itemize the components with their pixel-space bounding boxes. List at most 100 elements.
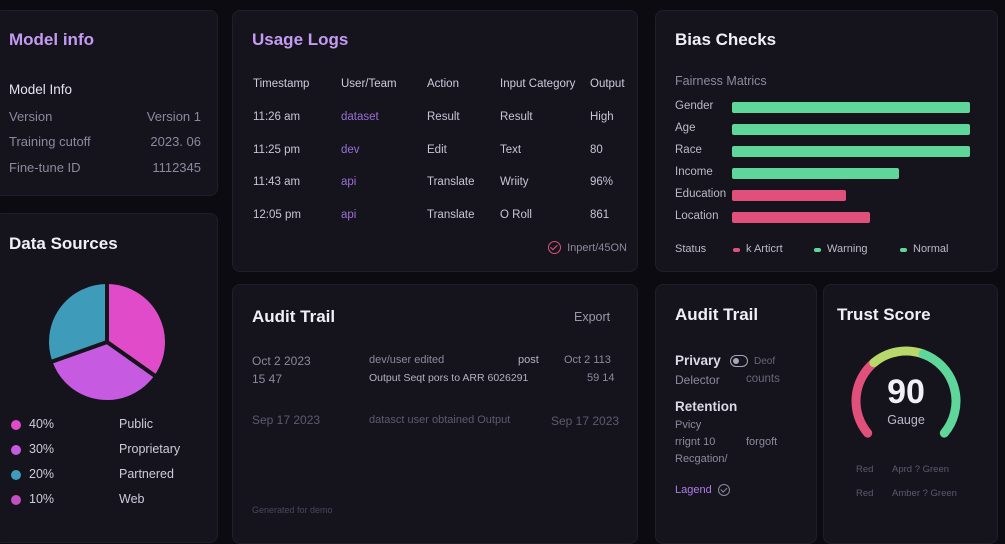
pie-slice-proprietary[interactable] (47, 339, 159, 404)
action-cell: Translate (427, 209, 475, 221)
pie-legend-label: Web (119, 492, 145, 506)
fairness-metrics-subtitle: Fairness Matrics (675, 74, 767, 88)
trust-score-title: Trust Score (837, 305, 931, 324)
timestamp-cell: 11:43 am (253, 176, 301, 188)
legend-label: Normal (913, 243, 949, 255)
pie-legend-percent: 30% (29, 442, 55, 456)
model-info-subtitle: Model Info (9, 82, 73, 97)
input-category-cell: O Roll (500, 209, 532, 221)
training-cutoff-label: Training cutoff (9, 134, 91, 149)
pie-legend-percent: 20% (29, 467, 55, 481)
retention-label: Retention (675, 399, 738, 414)
check-circle-icon (548, 241, 562, 254)
fine-tune-id-value: 1112345 (152, 160, 201, 175)
pie-legend-swatch (11, 445, 21, 455)
user-team-cell[interactable]: api (341, 176, 357, 188)
output-cell: High (590, 111, 614, 123)
audit-entry-1-time2: 59 14 (587, 372, 615, 384)
fairness-bar-label: Income (675, 166, 713, 178)
trust-legend-2a: Red (856, 488, 874, 499)
action-cell: Translate (427, 176, 475, 188)
fairness-bar (732, 102, 970, 113)
fairness-bar-label: Gender (675, 100, 714, 112)
trust-score-gauge (851, 346, 961, 438)
version-label: Version (9, 109, 53, 124)
trust-score-panel: Trust Score 90 Gauge Red Aprd ? Green Re… (823, 284, 998, 544)
fairness-bar-label: Education (675, 188, 727, 200)
fairness-bar (732, 212, 871, 223)
pie-slice-partnered[interactable] (45, 279, 109, 365)
version-value: Version 1 (146, 109, 201, 124)
gauge-label: Gauge (887, 413, 925, 427)
output-cell: 861 (590, 209, 610, 221)
output-cell: 96% (590, 176, 614, 188)
input-category-cell: Wriity (500, 176, 529, 188)
user-team-cell[interactable]: dataset (341, 111, 379, 123)
user-team-cell[interactable]: dev (341, 144, 360, 156)
legend-label: Warning (827, 243, 868, 255)
audit-entry-2-desc: datasct user obtained Output (369, 414, 511, 426)
retention-line-3: Recgation/ (675, 453, 728, 465)
gauge-segment-green (918, 349, 961, 438)
usage-logs-panel: Usage Logs Timestamp User/Team Action In… (232, 10, 638, 272)
col-header-timestamp[interactable]: Timestamp (253, 78, 310, 90)
legend-link-label: Lagend (675, 484, 712, 496)
retention-line-2: rrignt 10 (675, 436, 716, 448)
pie-legend-label: Public (119, 417, 154, 431)
timestamp-cell: 12:05 pm (253, 209, 301, 221)
data-sources-title: Data Sources (9, 234, 118, 253)
fairness-bar (732, 168, 899, 179)
audit-entry-1-detail: Output Seqt pors to ARR 6026291 (369, 372, 529, 384)
pie-slice-public[interactable] (105, 279, 169, 380)
check-circle-icon (717, 484, 730, 496)
pie-legend-label: Proprietary (119, 442, 181, 456)
status-label: Status (675, 243, 707, 255)
audit-trail-main-title: Audit Trail (252, 307, 336, 326)
audit-trail-main-panel: Audit Trail Export Oct 2 2023 15 47 dev/… (232, 284, 638, 544)
usage-logs-title: Usage Logs (252, 30, 349, 49)
timestamp-cell: 11:26 am (253, 111, 301, 123)
audit-entry-1-desc: dev/user edited (369, 354, 445, 366)
col-header-input-category[interactable]: Input Category (500, 78, 576, 90)
action-cell: Result (427, 111, 460, 123)
legend-swatch (814, 248, 821, 252)
bias-checks-panel: Bias Checks Fairness Matrics Gender Age Ra… (655, 10, 998, 272)
col-header-action[interactable]: Action (427, 78, 459, 90)
fine-tune-id-label: Fine-tune ID (9, 160, 81, 175)
col-header-user-team[interactable]: User/Team (341, 78, 397, 90)
data-sources-panel: Data Sources 40% Public 30% Proprietary 20% P… (0, 213, 218, 543)
audit-entry-1-date: Oct 2 2023 (252, 354, 311, 368)
export-button[interactable]: Export (574, 310, 611, 324)
legend-swatch (733, 248, 740, 252)
audit-entry-2-date: Sep 17 2023 (252, 413, 321, 427)
training-cutoff-value: 2023. 06 (150, 134, 201, 149)
input-category-cell: Result (500, 111, 533, 123)
audit-entry-1-time: 15 47 (252, 372, 283, 386)
audit-entry-1-date2: Oct 2 113 (564, 354, 611, 366)
legend-link[interactable]: Lagend (675, 484, 730, 496)
trust-legend-1a: Red (856, 464, 874, 475)
pie-legend-swatch (11, 495, 21, 505)
privacy-toggle-text: Deof (754, 356, 776, 367)
pie-legend-percent: 10% (29, 492, 55, 506)
usage-footer-text: Inpert/45ON (567, 241, 627, 254)
fairness-bar (732, 146, 970, 157)
privacy-toggle[interactable] (730, 355, 748, 367)
gauge-segment-red (851, 358, 879, 438)
user-team-cell[interactable]: api (341, 209, 357, 221)
fairness-bar (732, 190, 847, 201)
trust-score-value: 90 (887, 373, 925, 411)
pie-legend-label: Partnered (119, 467, 174, 481)
col-header-output[interactable]: Output (590, 78, 625, 90)
audit-trail-side-panel: Audit Trail Privary Deof Delector counts… (655, 284, 817, 544)
action-cell: Edit (427, 144, 447, 156)
input-category-cell: Text (500, 144, 522, 156)
trust-legend-1b: Aprd ? Green (892, 464, 950, 475)
fairness-bar-label: Race (675, 144, 702, 156)
pie-legend-swatch (11, 420, 21, 430)
audit-entry-2-date2: Sep 17 2023 (551, 414, 620, 428)
usage-footer[interactable]: Inpert/45ON (548, 241, 627, 254)
timestamp-cell: 11:25 pm (253, 144, 301, 156)
output-cell: 80 (590, 144, 603, 156)
bias-checks-title: Bias Checks (675, 30, 777, 49)
